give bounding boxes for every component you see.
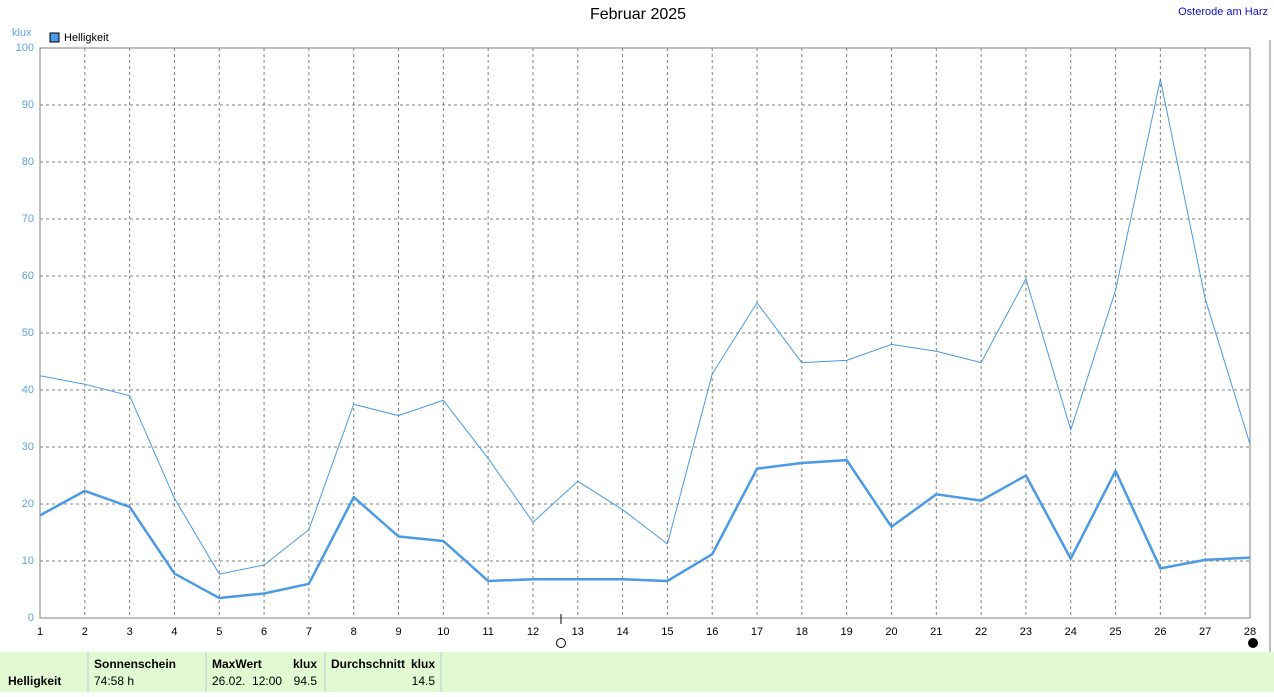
x-tick-label: 11 bbox=[482, 626, 493, 638]
cell: 94.5 bbox=[294, 674, 318, 688]
x-tick-label: 9 bbox=[395, 626, 401, 638]
y-tick-label: 20 bbox=[22, 498, 34, 510]
y-tick-label: 30 bbox=[22, 441, 34, 453]
x-tick-label: 10 bbox=[437, 626, 449, 638]
x-tick-label: 14 bbox=[616, 626, 628, 638]
x-tick-label: 13 bbox=[572, 626, 584, 638]
y-tick-label: 80 bbox=[22, 156, 34, 168]
x-tick-label: 4 bbox=[171, 626, 177, 638]
x-tick-label: 2 bbox=[82, 626, 88, 638]
chart-title: Februar 2025 bbox=[590, 6, 686, 23]
y-tick-label: 0 bbox=[28, 612, 34, 624]
x-tick-label: 3 bbox=[127, 626, 133, 638]
y-tick-label: 10 bbox=[22, 555, 34, 567]
y-axis-label: klux bbox=[12, 27, 32, 39]
x-tick-label: 7 bbox=[306, 626, 312, 638]
x-tick-label: 8 bbox=[351, 626, 357, 638]
header: Sonnenschein bbox=[94, 657, 176, 671]
x-tick-label: 20 bbox=[885, 626, 897, 638]
x-tick-label: 18 bbox=[796, 626, 808, 638]
y-tick-label: 50 bbox=[22, 327, 34, 339]
x-tick-label: 27 bbox=[1199, 626, 1211, 638]
y-tick-label: 40 bbox=[22, 384, 34, 396]
x-tick-label: 5 bbox=[216, 626, 222, 638]
legend-label: Helligkeit bbox=[64, 32, 109, 44]
header: MaxWert bbox=[212, 657, 262, 671]
x-tick-label: 15 bbox=[661, 626, 673, 638]
row-label: Helligkeit bbox=[8, 674, 61, 688]
legend-swatch bbox=[49, 32, 60, 43]
x-tick-label: 23 bbox=[1020, 626, 1032, 638]
x-tick-label: 22 bbox=[975, 626, 987, 638]
x-tick-label: 1 bbox=[37, 626, 43, 638]
data-line bbox=[39, 78, 1251, 575]
summary-table: Helligkeit Sonnenschein 74:58 h MaxWert … bbox=[0, 652, 1274, 692]
x-tick-label: 21 bbox=[930, 626, 942, 638]
cell: 74:58 h bbox=[94, 674, 134, 688]
y-tick-label: 60 bbox=[22, 270, 34, 282]
header: Durchschnitt bbox=[331, 657, 405, 671]
y-tick-label: 70 bbox=[22, 213, 34, 225]
x-tick-label: 19 bbox=[841, 626, 853, 638]
cell: 14.5 bbox=[412, 674, 436, 688]
x-tick-label: 26 bbox=[1154, 626, 1166, 638]
cell: 26.02. 12:00 bbox=[212, 674, 282, 688]
summary-bg bbox=[0, 652, 1274, 692]
y-tick-label: 90 bbox=[22, 99, 34, 111]
header: klux bbox=[411, 657, 435, 671]
moon-icon bbox=[556, 638, 566, 648]
x-tick-label: 16 bbox=[706, 626, 718, 638]
x-tick-label: 17 bbox=[751, 626, 763, 638]
data-line bbox=[39, 458, 1251, 600]
header: klux bbox=[293, 657, 317, 671]
moon-icon bbox=[1248, 638, 1258, 648]
y-tick-label: 100 bbox=[16, 42, 34, 54]
location: Osterode am Harz bbox=[1178, 6, 1268, 18]
x-tick-label: 24 bbox=[1065, 626, 1077, 638]
x-tick-label: 25 bbox=[1109, 626, 1121, 638]
x-tick-label: 28 bbox=[1244, 626, 1256, 638]
x-tick-label: 6 bbox=[261, 626, 267, 638]
x-tick-label: 12 bbox=[527, 626, 539, 638]
